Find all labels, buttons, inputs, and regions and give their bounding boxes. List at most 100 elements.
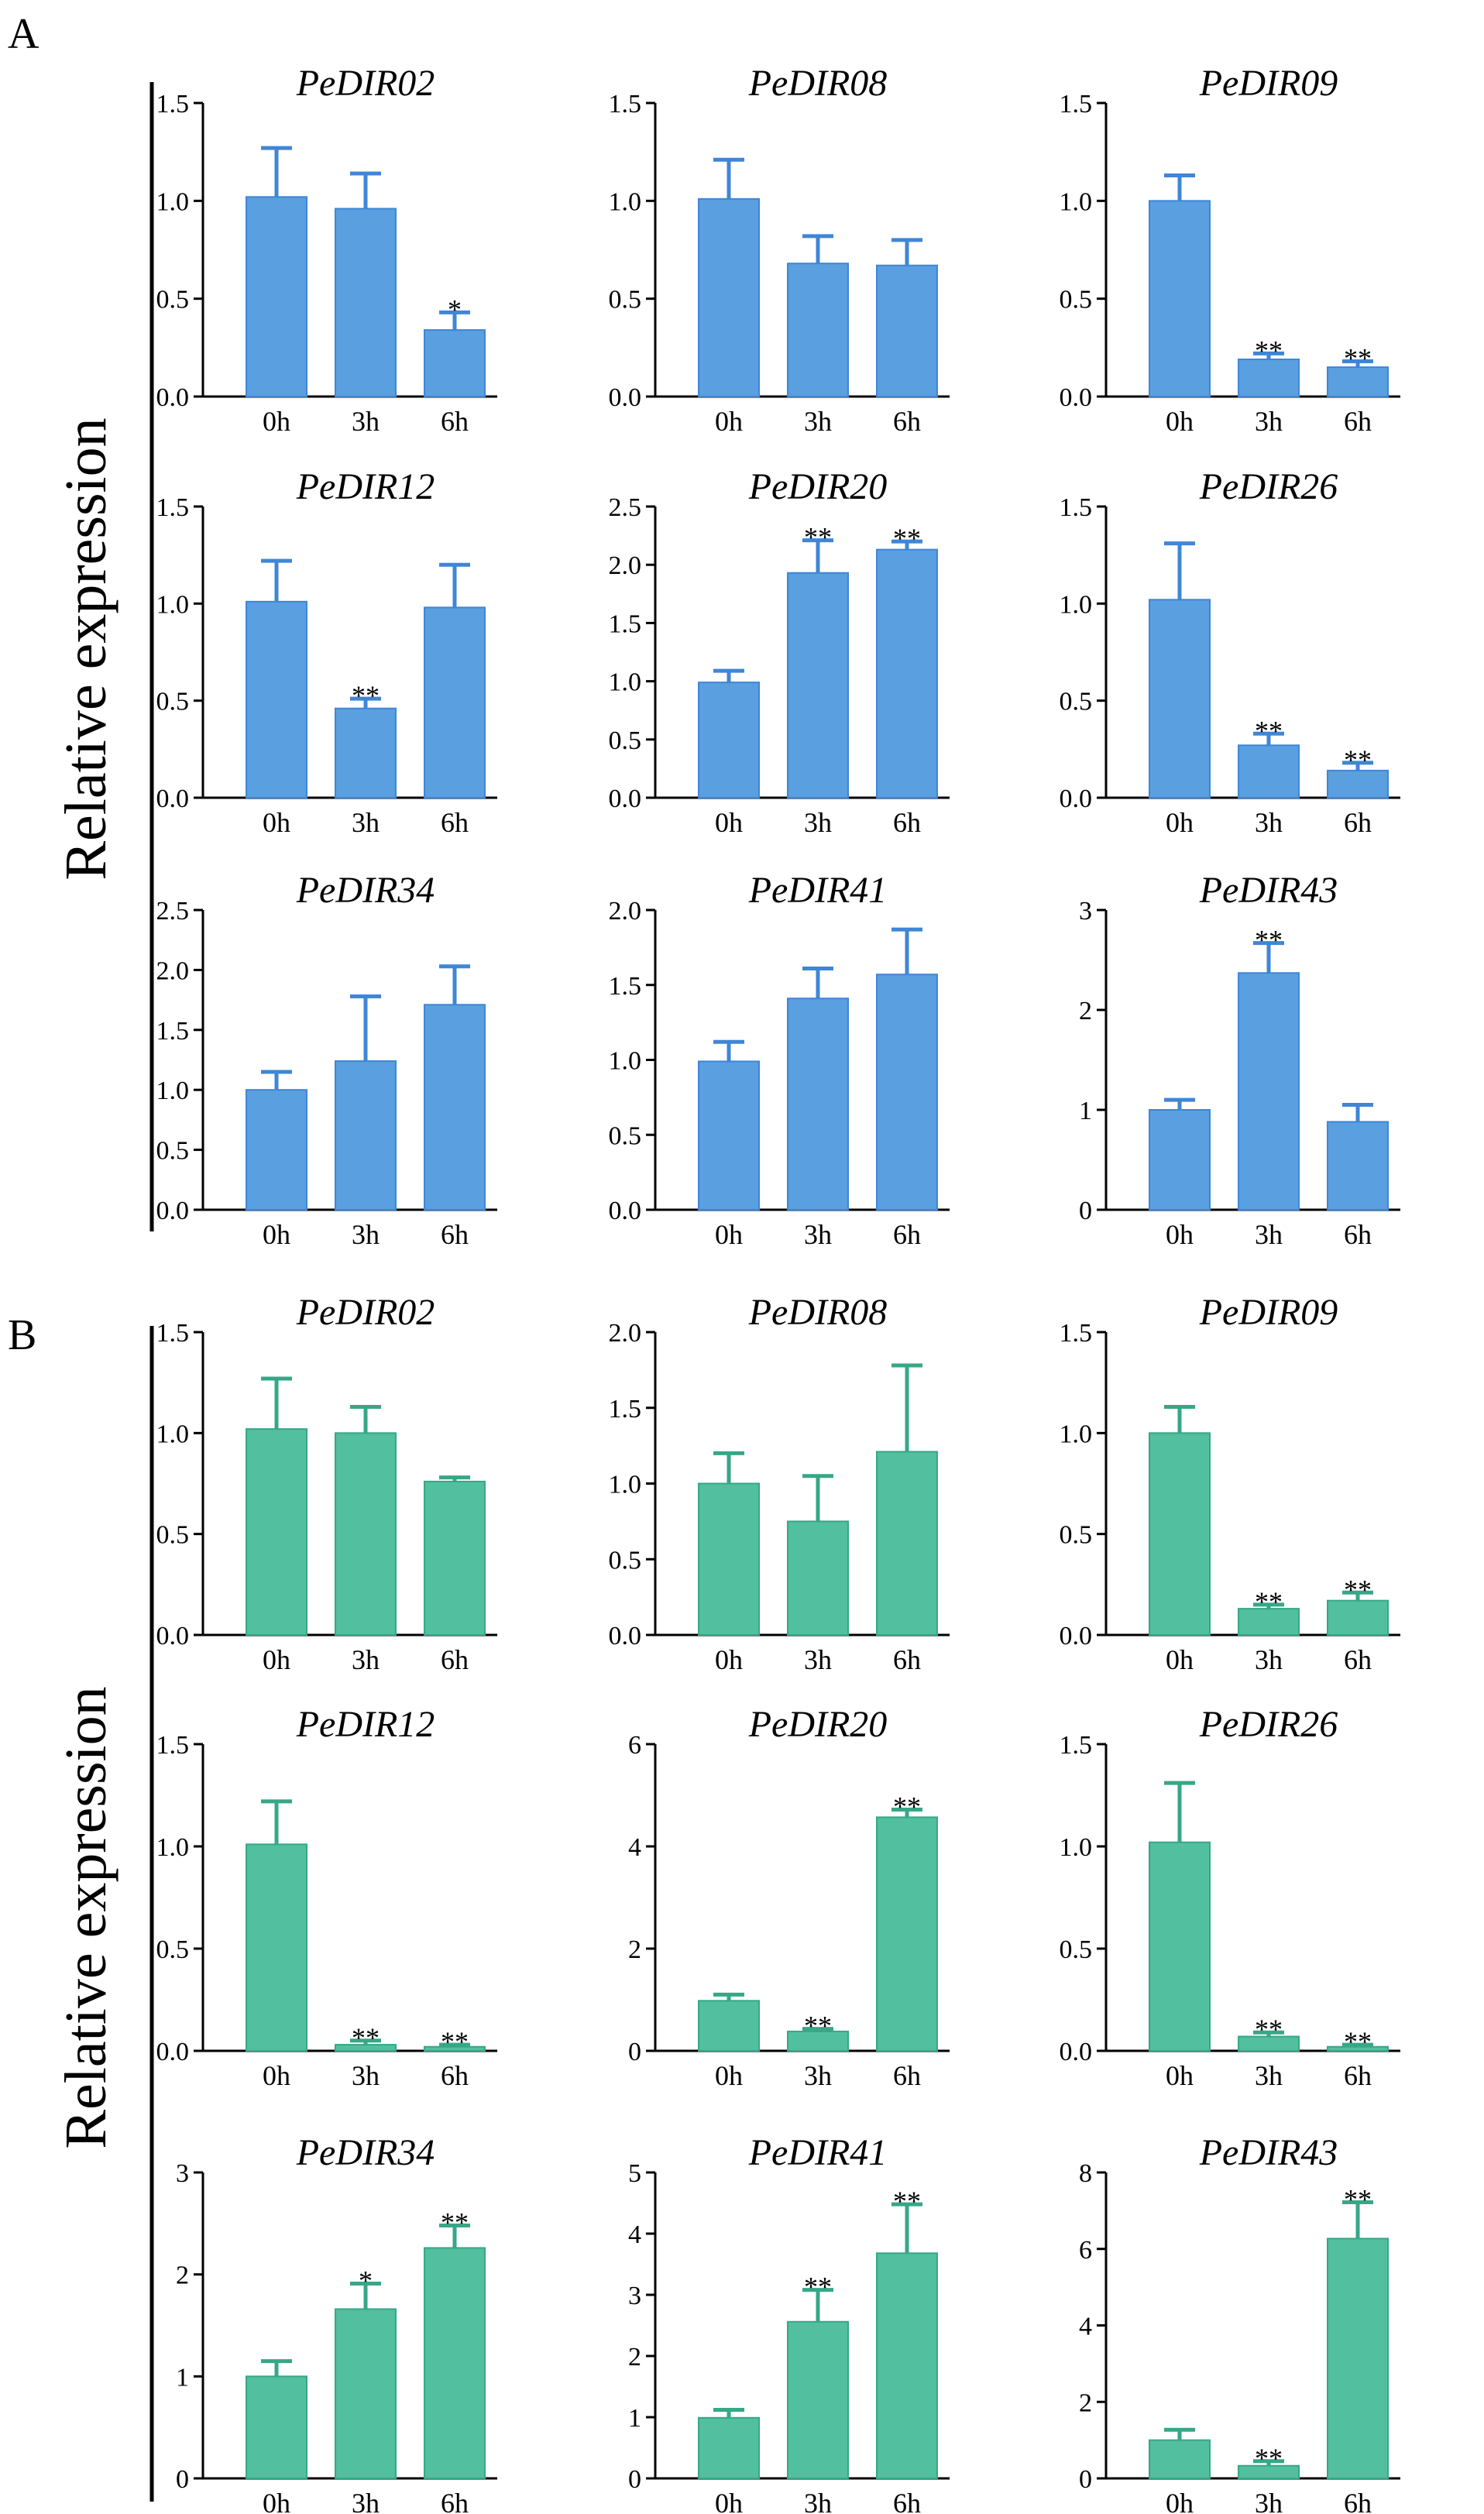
chart-title: PeDIR02: [296, 63, 435, 104]
x-tick-label: 6h: [441, 2488, 469, 2514]
y-tick-label: 0.5: [156, 286, 190, 314]
x-tick-label: 0h: [1166, 1219, 1194, 1250]
x-tick-label: 3h: [1255, 1644, 1283, 1675]
y-tick-label: 0: [1079, 2465, 1092, 2494]
y-tick-label: 1.0: [609, 668, 642, 697]
y-tick-label: 1.5: [156, 1731, 190, 1760]
bar: [1327, 366, 1389, 398]
x-tick-label: 0h: [263, 1644, 290, 1675]
y-tick-label: 1.5: [156, 1017, 190, 1046]
chart-title: PeDIR34: [296, 2132, 435, 2173]
bar: [787, 998, 849, 1211]
bar: [1327, 1121, 1389, 1211]
y-tick-label: 1.5: [1060, 1319, 1093, 1348]
y-tick-label: 0.0: [156, 2038, 190, 2066]
y-tick-label: 0.0: [609, 383, 642, 412]
x-tick-label: 3h: [804, 1644, 832, 1675]
bar: [246, 600, 307, 799]
x-tick-label: 3h: [804, 406, 832, 437]
y-tick-label: 1.0: [609, 1047, 642, 1076]
y-tick-label: 1.5: [156, 1319, 190, 1348]
x-tick-label: 0h: [263, 2488, 290, 2514]
x-tick-label: 3h: [1255, 406, 1283, 437]
bar: [246, 196, 307, 397]
significance-mark: **: [804, 2011, 832, 2042]
y-tick-label: 0.5: [156, 1521, 190, 1550]
y-tick-label: 2.5: [609, 493, 642, 522]
significance-mark: **: [1255, 715, 1283, 746]
x-tick-label: 3h: [804, 2060, 832, 2091]
chart-title: PeDIR02: [296, 1292, 435, 1333]
y-tick-label: 1.0: [1060, 187, 1093, 216]
significance-mark: **: [893, 2186, 921, 2217]
y-tick-label: 1.5: [1060, 1731, 1093, 1760]
chart-title: PeDIR41: [748, 870, 888, 911]
bar: [1327, 2238, 1389, 2479]
x-tick-label: 6h: [441, 1644, 469, 1675]
x-tick-label: 6h: [893, 2488, 921, 2514]
y-tick-label: 1.5: [609, 1395, 642, 1424]
bar: [246, 1428, 307, 1636]
bar: [246, 1089, 307, 1211]
x-tick-label: 3h: [352, 1219, 380, 1250]
chart-b-pedir08: PeDIR08 0.0 0.5 1.0 1.5 2.0 0h 3h 6h: [609, 1292, 950, 1675]
x-tick-label: 6h: [893, 406, 921, 437]
y-tick-label: 2.0: [156, 956, 190, 985]
y-tick-label: 2: [1079, 2389, 1092, 2417]
bar: [698, 2416, 760, 2480]
chart-title: PeDIR41: [748, 2132, 888, 2173]
chart-b-pedir43: PeDIR43 0 2 4 6 8 0h ** 3h ** 6h: [1079, 2132, 1400, 2514]
bar: [876, 548, 938, 799]
chart-b-pedir02: PeDIR02 0.0 0.5 1.0 1.5 0h 3h 6h: [156, 1292, 497, 1675]
significance-mark: **: [1255, 2014, 1283, 2045]
bar: [424, 329, 486, 397]
bar: [424, 2247, 486, 2480]
significance-mark: **: [1344, 343, 1372, 374]
x-tick-label: 0h: [1166, 2488, 1194, 2514]
chart-title: PeDIR20: [748, 1704, 888, 1745]
panel-b-ylabel: Relative expression: [53, 1686, 119, 2148]
x-tick-label: 3h: [1255, 1219, 1283, 1250]
y-tick-label: 4: [628, 2220, 641, 2249]
x-tick-label: 3h: [1255, 807, 1283, 838]
bar: [1238, 1608, 1300, 1636]
x-tick-label: 0h: [1166, 1644, 1194, 1675]
bar: [1149, 1432, 1211, 1637]
x-tick-label: 3h: [352, 406, 380, 437]
significance-mark: **: [893, 1791, 921, 1822]
panel-b-letter: B: [8, 1311, 36, 1359]
bar: [876, 974, 938, 1211]
y-tick-label: 1.5: [609, 610, 642, 638]
x-tick-label: 0h: [715, 1219, 743, 1250]
x-tick-label: 0h: [715, 1644, 743, 1675]
y-tick-label: 0.5: [156, 688, 190, 716]
y-tick-label: 1.5: [156, 90, 190, 118]
bar: [787, 263, 849, 398]
bar: [1327, 1599, 1389, 1637]
panel-a-letter: A: [8, 10, 40, 58]
y-tick-label: 1: [1079, 1097, 1092, 1125]
significance-mark: **: [1344, 744, 1372, 775]
chart-title: PeDIR08: [748, 63, 888, 104]
chart-title: PeDIR43: [1199, 870, 1338, 911]
bar: [876, 264, 938, 398]
y-tick-label: 1.0: [1060, 1420, 1093, 1448]
y-tick-label: 1.0: [156, 1833, 190, 1862]
significance-mark: *: [359, 2265, 373, 2296]
x-tick-label: 6h: [893, 1644, 921, 1675]
y-tick-label: 0.5: [609, 1546, 642, 1575]
x-tick-label: 6h: [441, 807, 469, 838]
x-tick-label: 3h: [804, 2488, 832, 2514]
chart-b-pedir34: PeDIR34 0 1 2 3 0h * 3h ** 6h: [176, 2132, 497, 2514]
y-tick-label: 2.0: [609, 551, 642, 580]
chart-title: PeDIR12: [296, 1704, 435, 1745]
bar: [335, 1060, 397, 1211]
bar: [1327, 769, 1389, 799]
bar: [246, 1843, 307, 2052]
x-tick-label: 6h: [1344, 2488, 1372, 2514]
y-tick-label: 2: [1079, 997, 1092, 1025]
chart-a-pedir09: PeDIR09 0.0 0.5 1.0 1.5 0h ** 3h ** 6h: [1060, 63, 1400, 437]
